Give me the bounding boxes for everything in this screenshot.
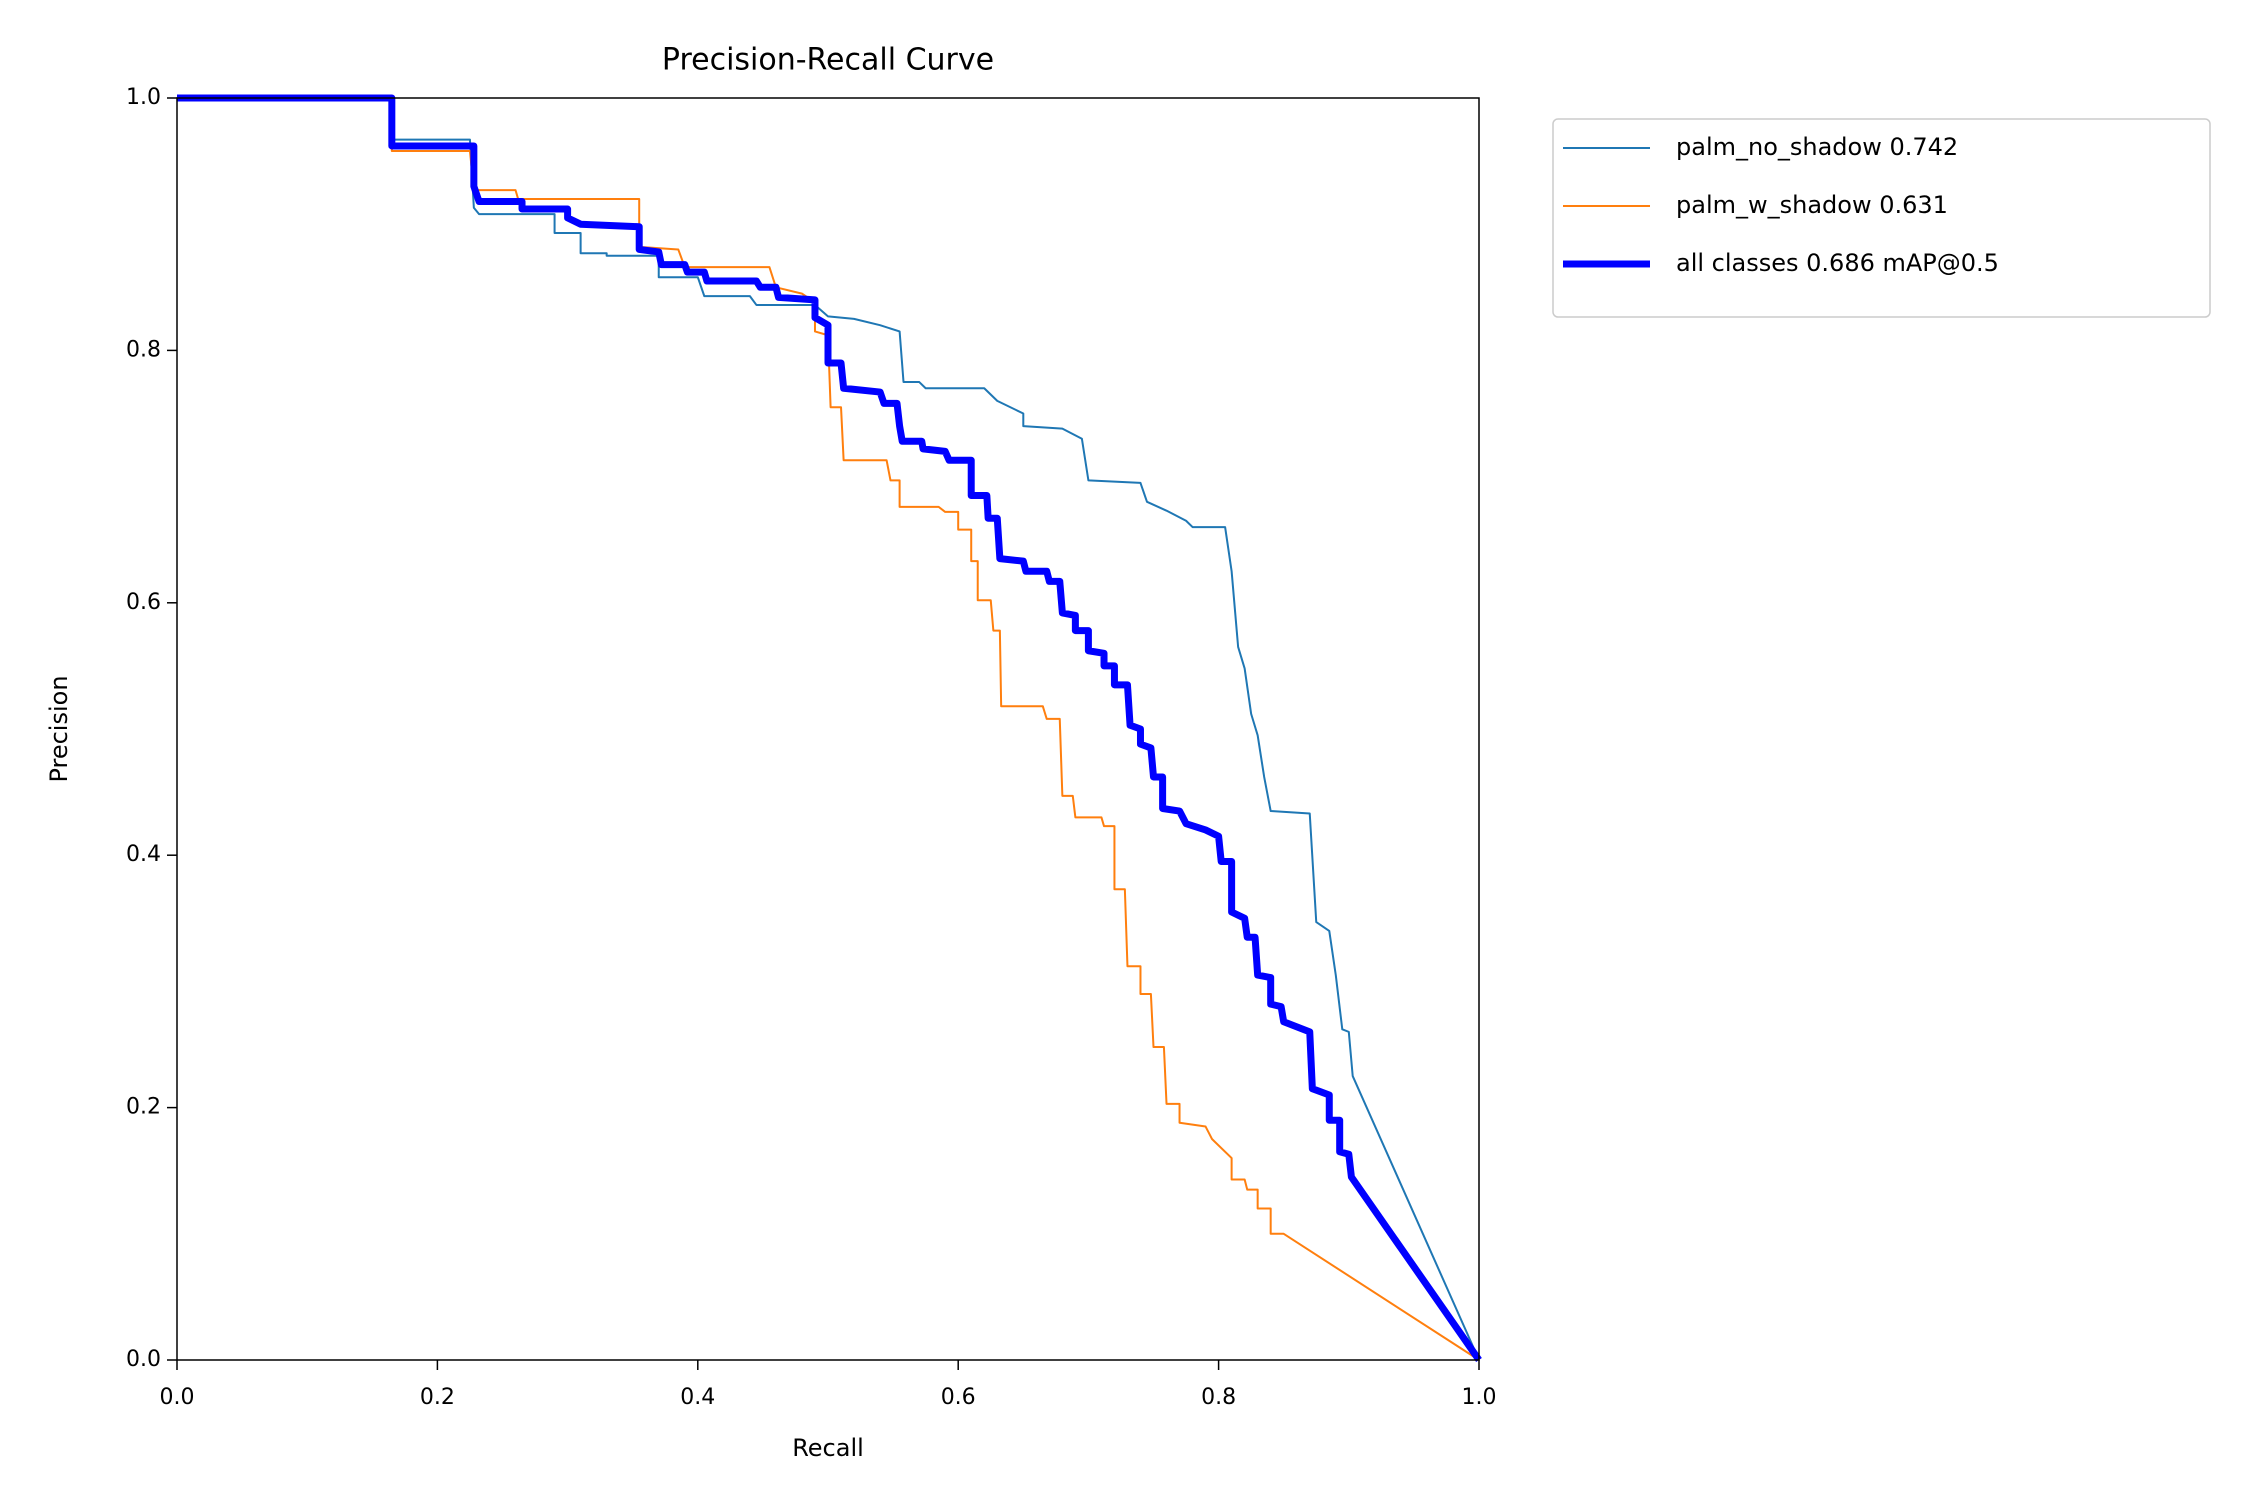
- legend-label: all classes 0.686 mAP@0.5: [1676, 249, 1999, 277]
- legend-label: palm_w_shadow 0.631: [1676, 191, 1948, 219]
- x-tick-label: 0.0: [160, 1385, 195, 1410]
- x-tick-label: 0.6: [941, 1385, 976, 1410]
- pr-curve: [177, 97, 1480, 1361]
- legend: palm_no_shadow 0.742 palm_w_shadow 0.631 a…: [1552, 118, 2211, 318]
- x-axis-label: Recall: [792, 1434, 864, 1462]
- legend-label: palm_no_shadow 0.742: [1676, 133, 1958, 161]
- y-tick-label: 0.4: [126, 842, 161, 867]
- x-tick-label: 0.4: [680, 1385, 715, 1410]
- y-tick-label: 0.2: [126, 1095, 161, 1120]
- plot-frame: [176, 97, 1480, 1361]
- legend-box: [1552, 118, 2211, 318]
- x-tick-label: 1.0: [1462, 1385, 1497, 1410]
- y-tick-label: 0.8: [126, 337, 161, 362]
- x-tick-label: 0.8: [1201, 1385, 1236, 1410]
- pr-curve: [177, 97, 1480, 1361]
- x-tick-label: 0.2: [420, 1385, 455, 1410]
- y-tick-label: 0.6: [126, 590, 161, 615]
- y-axis-label: Precision: [45, 675, 73, 782]
- chart-title: Precision-Recall Curve: [662, 43, 994, 78]
- y-tick-label: 0.0: [126, 1347, 161, 1372]
- pr-curve: [177, 94, 1482, 1363]
- y-tick-label: 1.0: [126, 85, 161, 110]
